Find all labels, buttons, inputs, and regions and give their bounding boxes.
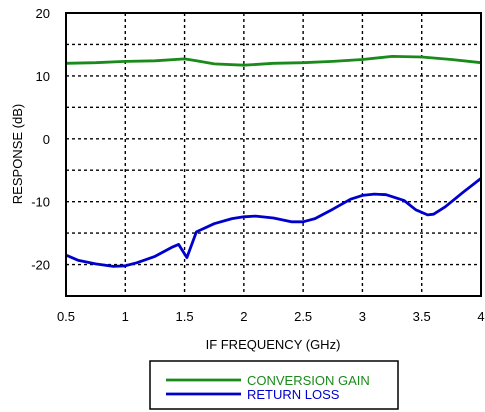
tick-labels: 0.5 1 1.5 2 2.5 3 3.5 4 20 10 0 -10 -20 [31, 6, 484, 324]
y-tick-label: 0 [43, 132, 50, 147]
y-tick-label: 10 [36, 69, 50, 84]
x-axis-title: IF FREQUENCY (GHz) [206, 337, 341, 352]
y-tick-label: -20 [31, 258, 50, 273]
series-line-return-loss [65, 177, 482, 268]
series-line-conversion-gain [65, 55, 482, 67]
x-tick-label: 2.5 [294, 309, 312, 324]
y-tick-label: -10 [31, 195, 50, 210]
plot-frame [65, 12, 482, 297]
x-tick-label: 3 [359, 309, 366, 324]
legend-label: RETURN LOSS [247, 387, 340, 402]
series-layer [65, 55, 482, 268]
x-tick-label: 1.5 [176, 309, 194, 324]
x-tick-label: 2 [240, 309, 247, 324]
legend-label: CONVERSION GAIN [247, 373, 370, 388]
legend-box [149, 360, 399, 410]
y-tick-label: 20 [36, 6, 50, 21]
grid [66, 13, 481, 296]
x-tick-label: 0.5 [57, 309, 75, 324]
x-tick-label: 1 [122, 309, 129, 324]
x-tick-label: 3.5 [413, 309, 431, 324]
y-axis-title: RESPONSE (dB) [10, 104, 25, 204]
x-tick-label: 4 [477, 309, 484, 324]
